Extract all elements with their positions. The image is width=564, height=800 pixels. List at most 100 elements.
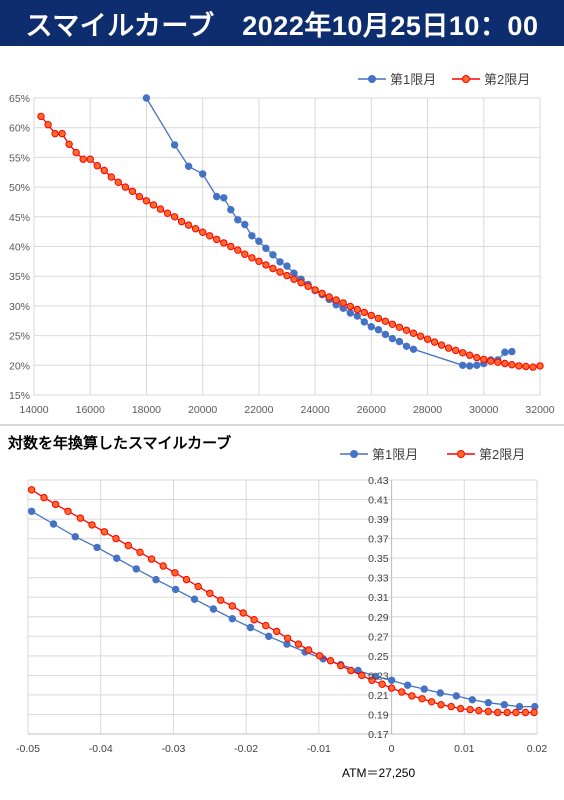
series-2-point — [530, 708, 538, 717]
series-2-point — [159, 562, 167, 570]
series-1-point — [262, 244, 270, 253]
legend-swatch-marker — [350, 450, 358, 458]
chart-title: 対数を年換算したスマイルカーブ — [7, 434, 231, 452]
series-2-point — [199, 228, 207, 236]
series-2-point — [360, 308, 368, 317]
y-tick-label: 0.43 — [368, 475, 389, 487]
x-tick-label: 32000 — [525, 404, 554, 416]
y-tick-label: 30% — [9, 301, 30, 313]
series-1-point — [190, 595, 199, 603]
series-1-point — [265, 632, 273, 641]
series-1-point — [132, 565, 141, 573]
series-2-point — [217, 596, 225, 604]
series-2-point — [156, 205, 165, 213]
series-1-point — [360, 318, 368, 326]
series-2-point — [325, 293, 333, 301]
y-tick-label: 20% — [9, 360, 30, 372]
series-2-point — [409, 329, 418, 337]
series-2-point — [475, 706, 483, 715]
atm-annotation: ATM＝27,250 — [342, 766, 415, 780]
series-2-point — [40, 493, 48, 502]
series-2-line — [40, 115, 541, 368]
smile-curve-chart: 15% 20% 25% 30% 35% 40% 45% 50% 55% 60% 65% 14000 16… — [9, 72, 555, 416]
x-tick-label: 22000 — [244, 404, 273, 416]
y-tick-label: 15% — [9, 390, 30, 402]
series-2-point — [234, 246, 242, 254]
x-tick-label: 18000 — [132, 404, 161, 416]
series-2-point — [358, 671, 366, 680]
series-2-point — [72, 148, 80, 157]
series-2-point — [318, 289, 326, 298]
series-2-point — [273, 627, 281, 636]
y-tick-label: 65% — [9, 93, 30, 105]
series-2-point — [452, 346, 460, 355]
x-tick-label: 20000 — [188, 404, 217, 416]
y-tick-label: 0.27 — [368, 631, 389, 643]
series-2-point — [444, 344, 453, 352]
x-tick-label: 0.02 — [527, 743, 548, 755]
series-2-point — [220, 239, 228, 247]
x-tick-label: 16000 — [76, 404, 105, 416]
series-2-point — [388, 320, 397, 328]
series-2-point — [381, 317, 390, 325]
series-2-point — [418, 695, 426, 703]
series-2-point — [124, 541, 133, 550]
log-annualized-smile-chart: 対数を年換算したスマイルカーブ -0.05 -0.04 -0.03 -0.02 -0.01… — [7, 434, 548, 780]
series-2-point — [88, 521, 96, 529]
series-2-point — [86, 155, 94, 163]
series-2-point — [27, 486, 36, 494]
series-2-point — [337, 661, 345, 670]
series-2-point — [437, 341, 446, 349]
series-1-point — [395, 337, 404, 346]
y-tick-label: 0.39 — [368, 514, 389, 526]
x-tick-label: -0.05 — [16, 743, 40, 755]
x-tick-label: 0.01 — [454, 743, 475, 755]
series-2-point — [177, 217, 186, 226]
x-tick-label: 30000 — [469, 404, 498, 416]
series-1-point — [353, 312, 361, 320]
series-2-point — [206, 589, 214, 598]
x-tick-label: -0.02 — [234, 743, 258, 755]
series-2-point — [51, 129, 59, 138]
series-1-point — [255, 237, 263, 245]
series-1-point — [71, 533, 80, 541]
series-1-point — [152, 575, 160, 584]
series-2-point — [107, 173, 116, 181]
series-2-point — [447, 702, 455, 711]
series-1-point — [246, 623, 255, 632]
series-2-point — [487, 357, 495, 365]
y-tick-label: 55% — [9, 152, 30, 164]
series-2-point — [315, 652, 324, 660]
series-2-point — [228, 602, 237, 610]
series-2-point — [65, 140, 73, 149]
series-2-point — [512, 708, 520, 717]
series-2-point — [387, 684, 396, 692]
x-tick-label: 26000 — [357, 404, 386, 416]
x-tick-label: 14000 — [19, 404, 48, 416]
series-2-point — [423, 335, 432, 343]
series-1-point — [531, 702, 539, 711]
series-1-point — [227, 206, 235, 214]
series-1-point — [142, 94, 151, 102]
series-1-point — [374, 326, 383, 334]
series-2-point — [44, 121, 52, 129]
series-1-point — [199, 170, 207, 178]
y-tick-label: 25% — [9, 331, 30, 343]
series-1-point — [367, 323, 375, 331]
series-2-point — [367, 311, 375, 320]
series-1-point — [93, 543, 101, 552]
series-2-point — [456, 704, 465, 713]
series-1-point — [500, 701, 508, 709]
series-2-point — [76, 514, 85, 522]
series-2-point — [484, 707, 492, 716]
legend-label: 第1限月 — [390, 72, 436, 87]
series-1-point — [220, 194, 228, 202]
series-2-point — [374, 314, 383, 323]
series-2-point — [142, 197, 151, 205]
series-2-point — [64, 507, 72, 516]
series-2-point — [522, 362, 530, 371]
series-2-point — [378, 680, 386, 688]
y-tick-label: 0.23 — [368, 670, 389, 682]
series-2-point — [248, 254, 256, 262]
series-2-point — [283, 271, 291, 280]
